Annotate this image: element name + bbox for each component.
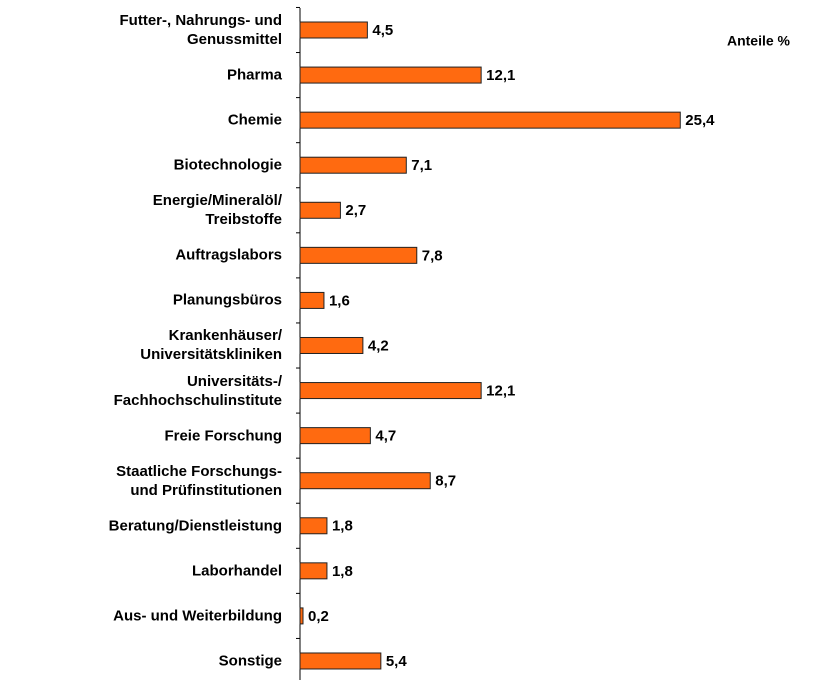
bar bbox=[299, 21, 368, 39]
category-label: Auftragslabors bbox=[175, 246, 282, 264]
bar bbox=[299, 382, 482, 400]
value-label: 8,7 bbox=[435, 473, 456, 490]
bar bbox=[299, 427, 371, 445]
bar bbox=[299, 246, 418, 264]
value-label: 4,5 bbox=[372, 22, 393, 39]
value-label: 5,4 bbox=[386, 653, 408, 670]
value-label: 4,7 bbox=[375, 428, 396, 445]
bar bbox=[299, 201, 341, 219]
category-label: Planungsbüros bbox=[172, 291, 282, 309]
value-label: 1,8 bbox=[332, 518, 353, 535]
category-label: Beratung/Dienstleistung bbox=[108, 517, 282, 535]
bar bbox=[299, 336, 364, 354]
value-label: 1,8 bbox=[332, 563, 353, 580]
bar bbox=[299, 472, 431, 490]
value-label: 7,1 bbox=[411, 157, 432, 174]
category-label: Futter-, Nahrungs- und Genussmittel bbox=[119, 12, 282, 48]
category-label: Chemie bbox=[227, 111, 282, 129]
annotation: Anteile % bbox=[727, 33, 791, 49]
value-label: 1,6 bbox=[329, 292, 350, 309]
category-label: Energie/Mineralöl/ Treibstoffe bbox=[152, 192, 282, 229]
bar bbox=[299, 517, 328, 535]
value-label: 0,2 bbox=[308, 608, 329, 625]
category-label: Biotechnologie bbox=[173, 156, 282, 174]
category-label: Aus- und Weiterbildung bbox=[113, 607, 282, 625]
value-label: 12,1 bbox=[486, 67, 515, 84]
value-label: 25,4 bbox=[685, 112, 715, 129]
bar bbox=[299, 66, 482, 84]
bar bbox=[299, 607, 304, 625]
category-label: Laborhandel bbox=[191, 562, 282, 580]
category-label: Freie Forschung bbox=[164, 427, 282, 445]
category-label: Krankenhäuser/ Universitätskliniken bbox=[140, 327, 282, 364]
value-label: 12,1 bbox=[486, 383, 515, 400]
category-label: Universitäts-/ Fachhochschulinstitute bbox=[113, 372, 282, 409]
category-label: Staatliche Forschungs- und Prüfinstituti… bbox=[116, 462, 282, 499]
category-label: Pharma bbox=[226, 66, 282, 84]
value-label: 2,7 bbox=[345, 202, 366, 219]
value-label: 7,8 bbox=[422, 247, 443, 264]
category-label: Sonstige bbox=[218, 652, 282, 670]
value-label: 4,2 bbox=[368, 337, 389, 354]
bar bbox=[299, 562, 328, 580]
bar bbox=[299, 291, 325, 309]
bar bbox=[299, 111, 681, 129]
bar bbox=[299, 156, 407, 174]
bar bbox=[299, 652, 382, 670]
